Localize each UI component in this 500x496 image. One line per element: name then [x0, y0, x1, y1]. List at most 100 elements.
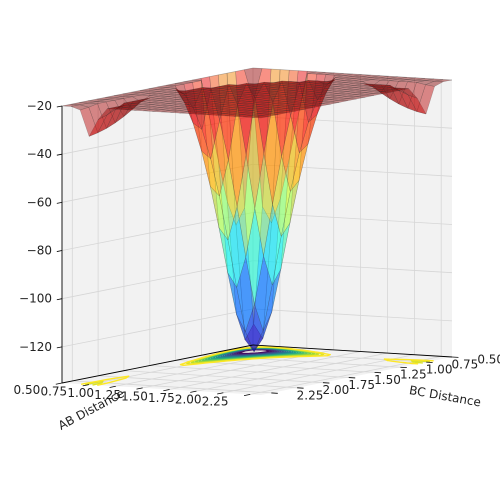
surface-patch	[98, 106, 117, 120]
surface-patch	[303, 100, 322, 104]
surface-patch	[253, 311, 273, 352]
surface-patch	[157, 87, 176, 91]
surface-patch	[176, 95, 195, 98]
surface-patch	[382, 89, 400, 93]
surface-patch	[168, 96, 187, 100]
surface-patch	[293, 95, 312, 99]
surface-patch	[202, 87, 221, 91]
surface-patch	[79, 100, 98, 104]
z-tick-mark	[56, 153, 63, 156]
surface-patch	[258, 100, 277, 103]
surface-patch	[203, 90, 221, 93]
surface-patch	[285, 101, 304, 105]
grid-line-z	[61, 308, 453, 348]
surface-patch	[328, 90, 347, 94]
surface-patch	[250, 108, 269, 112]
surface-patch	[192, 122, 212, 160]
surface-patch	[242, 112, 261, 116]
surface-patch	[169, 103, 188, 107]
surface-patch	[345, 82, 364, 86]
surface-patch	[258, 97, 276, 101]
surface-patch	[251, 110, 270, 114]
surface-patch	[209, 185, 229, 241]
surface-patch	[70, 104, 90, 111]
surface-patch	[353, 81, 372, 87]
surface-patch	[141, 97, 160, 101]
surface-patch	[213, 99, 232, 103]
surface-patch	[122, 91, 141, 95]
surface-patch	[407, 94, 427, 115]
surface-patch	[267, 100, 286, 104]
surface-patch	[226, 71, 245, 227]
surface-patch	[115, 102, 134, 110]
surface-patch	[178, 102, 196, 105]
surface-patch	[193, 87, 212, 131]
surface-patch	[106, 105, 125, 116]
surface-patch	[337, 91, 356, 95]
surface-patch	[201, 150, 220, 197]
surface-patch	[291, 84, 310, 87]
surface-patch	[160, 103, 179, 106]
surface-patch	[253, 68, 272, 207]
surface-patch	[251, 113, 270, 116]
surface-patch	[213, 97, 232, 101]
surface-patch	[167, 94, 186, 98]
surface-patch	[175, 88, 194, 109]
surface-patch	[264, 84, 283, 88]
surface-patch	[96, 97, 115, 100]
surface-patch	[285, 99, 304, 103]
surface-patch	[160, 105, 179, 109]
surface-patch	[353, 78, 372, 82]
surface-patch	[161, 107, 179, 111]
y-tick-label: 2.25	[297, 388, 324, 402]
surface-patch	[292, 86, 310, 90]
surface-patch	[262, 198, 281, 339]
surface-patch	[373, 91, 392, 95]
surface-patch	[183, 79, 202, 83]
z-tick-label: −40	[27, 147, 52, 161]
surface-patch	[151, 102, 170, 106]
surface-patch	[254, 255, 273, 332]
surface-patch	[300, 84, 319, 88]
surface-patch	[140, 88, 158, 92]
surface-patch	[372, 84, 391, 88]
surface-patch	[269, 112, 288, 115]
surface-patch	[338, 98, 357, 101]
surface-patch	[277, 105, 296, 109]
surface-patch	[407, 82, 426, 112]
surface-patch	[114, 98, 133, 117]
surface-patch	[320, 94, 339, 98]
surface-patch	[355, 92, 374, 96]
surface-patch	[221, 95, 240, 99]
surface-patch	[320, 97, 339, 100]
surface-patch	[161, 110, 180, 113]
surface-patch	[209, 74, 228, 202]
surface-patch	[321, 101, 340, 105]
back-left-pane	[62, 68, 253, 383]
surface-patch	[301, 91, 320, 95]
surface-patch	[328, 93, 347, 96]
axis-panes	[62, 68, 452, 395]
surface-patch	[132, 97, 151, 110]
surface-patch	[263, 80, 283, 103]
grid-line-z	[61, 212, 453, 251]
surface-patch	[142, 106, 161, 110]
surface-patch	[292, 90, 311, 94]
surface-patch	[272, 156, 291, 237]
surface-patch	[344, 80, 363, 84]
surface-patch	[195, 96, 213, 100]
surface-patch	[192, 80, 211, 187]
surface-patch	[233, 114, 252, 118]
x-tick-mark	[243, 393, 251, 396]
surface-patch	[255, 84, 274, 87]
surface-patch	[213, 101, 232, 105]
surface-patch	[194, 91, 213, 95]
surface-patch	[188, 111, 207, 115]
surface-patch	[203, 92, 222, 96]
x-tick-label: 1.25	[94, 388, 121, 402]
surface-patch	[230, 93, 249, 97]
surface-patch	[328, 88, 347, 92]
surface-patch	[245, 303, 264, 353]
surface-patch	[222, 100, 241, 103]
surface-patch	[235, 69, 254, 208]
